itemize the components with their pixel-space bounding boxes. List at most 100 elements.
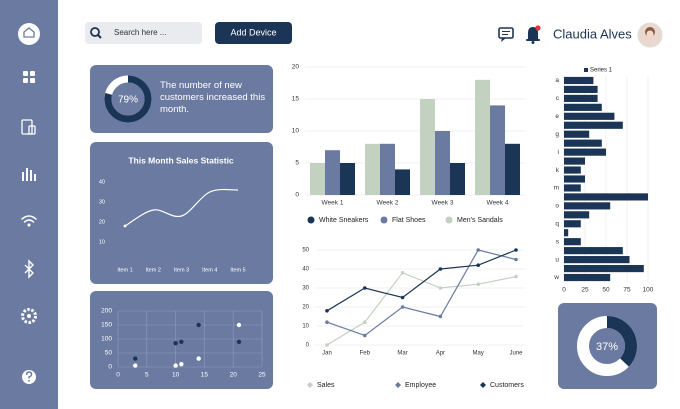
add-device-label: Add Device <box>230 27 276 37</box>
x-tick-label: 0 <box>116 372 120 379</box>
y-tick-label: 40 <box>99 179 105 185</box>
bar <box>564 211 590 219</box>
bar <box>475 79 490 195</box>
y-tick-label: 40 <box>302 267 309 273</box>
bar <box>564 121 623 129</box>
line-marker <box>123 224 127 228</box>
bar <box>564 229 569 237</box>
nav-bluetooth[interactable] <box>24 259 34 279</box>
scatter-point <box>173 341 178 346</box>
scatter-point <box>196 356 201 361</box>
line-marker <box>325 343 329 347</box>
avatar-face <box>646 30 654 38</box>
y-tick-label: 20 <box>302 305 309 311</box>
bar <box>564 148 606 156</box>
scatter-point <box>133 356 138 361</box>
nav-dashboard[interactable] <box>23 71 35 83</box>
line-marker <box>476 263 481 268</box>
bar <box>564 184 581 192</box>
bar <box>564 139 602 147</box>
nav-wifi[interactable] <box>21 215 37 227</box>
y-tick-label: 50 <box>105 350 113 357</box>
line <box>326 272 517 346</box>
nav-stats[interactable] <box>22 168 36 181</box>
bar <box>564 130 590 138</box>
x-tick-label: 25 <box>258 372 266 379</box>
legend-marker <box>380 216 388 224</box>
x-tick-label: 100 <box>643 287 654 294</box>
notifications-icon[interactable] <box>526 25 541 44</box>
x-tick-label: Week 2 <box>377 200 399 207</box>
bar <box>564 112 615 120</box>
x-tick-label: Item 3 <box>174 267 189 273</box>
y-tick-label: 200 <box>101 308 112 315</box>
nav-settings[interactable] <box>21 308 37 324</box>
logo[interactable] <box>18 23 40 45</box>
line-marker <box>438 314 443 319</box>
x-tick-label: Mar <box>397 351 407 357</box>
y-tick-label: 10 <box>99 239 105 245</box>
y-tick-label: c <box>556 95 560 102</box>
x-tick-label: Jan <box>322 351 332 357</box>
y-tick-label: 10 <box>302 324 309 330</box>
legend-label: Flat Shoes <box>392 217 426 224</box>
bar <box>340 163 355 195</box>
x-tick-label: Item 2 <box>146 267 161 273</box>
y-tick-label: s <box>556 238 560 245</box>
x-tick-label: 5 <box>145 372 149 379</box>
bar <box>564 157 585 165</box>
y-tick-label: e <box>555 113 559 120</box>
bar <box>395 169 410 195</box>
y-tick-label: 30 <box>302 286 309 292</box>
legend-label: Customers <box>490 382 524 389</box>
y-tick-label: 100 <box>101 336 112 343</box>
line-marker <box>400 295 405 300</box>
annotation-box: The number of new customers increased th… <box>160 80 265 115</box>
nav-help[interactable] <box>22 370 36 384</box>
search-placeholder: Search here ... <box>114 28 166 37</box>
legend-marker <box>445 216 453 224</box>
bar <box>365 143 380 195</box>
bar <box>564 238 581 246</box>
messages-icon[interactable] <box>498 27 514 42</box>
scatter-point <box>236 322 242 328</box>
x-tick-label: Item 4 <box>202 267 217 273</box>
scatter-point <box>173 363 178 368</box>
y-tick-label: 30 <box>99 199 105 205</box>
bar <box>564 247 623 255</box>
bar <box>564 273 611 282</box>
donut-label: 79% <box>118 95 138 106</box>
x-tick-label: 15 <box>201 372 209 379</box>
search-icon <box>90 27 100 37</box>
x-tick-label: Feb <box>360 351 371 357</box>
y-tick-label: 20 <box>99 219 105 225</box>
x-tick-label: 0 <box>562 287 566 294</box>
line-marker <box>514 257 518 262</box>
line-marker <box>438 286 443 290</box>
line-marker <box>325 309 329 313</box>
line <box>326 249 517 337</box>
legend-marker <box>395 382 401 388</box>
y-tick-label: 5 <box>295 160 299 167</box>
y-tick-label: 150 <box>101 322 112 329</box>
legend-marker <box>584 68 588 72</box>
legend-marker <box>307 216 315 224</box>
line-marker <box>363 286 367 290</box>
search-icon-handle <box>97 34 102 39</box>
x-tick-label: 50 <box>602 287 610 294</box>
search-box[interactable] <box>85 22 202 44</box>
line-marker <box>325 320 329 325</box>
add-device-button[interactable] <box>215 22 292 44</box>
user-name: Claudia Alves <box>553 26 632 41</box>
line-marker <box>363 333 367 338</box>
bar <box>435 131 450 195</box>
bar <box>564 220 581 228</box>
x-tick-label: Apr <box>436 351 445 357</box>
bar <box>564 175 585 183</box>
bar <box>380 143 395 195</box>
nav-devices[interactable] <box>21 119 36 135</box>
y-tick-label: k <box>556 167 560 174</box>
legend-marker <box>307 382 313 388</box>
y-tick-label: q <box>555 221 559 228</box>
